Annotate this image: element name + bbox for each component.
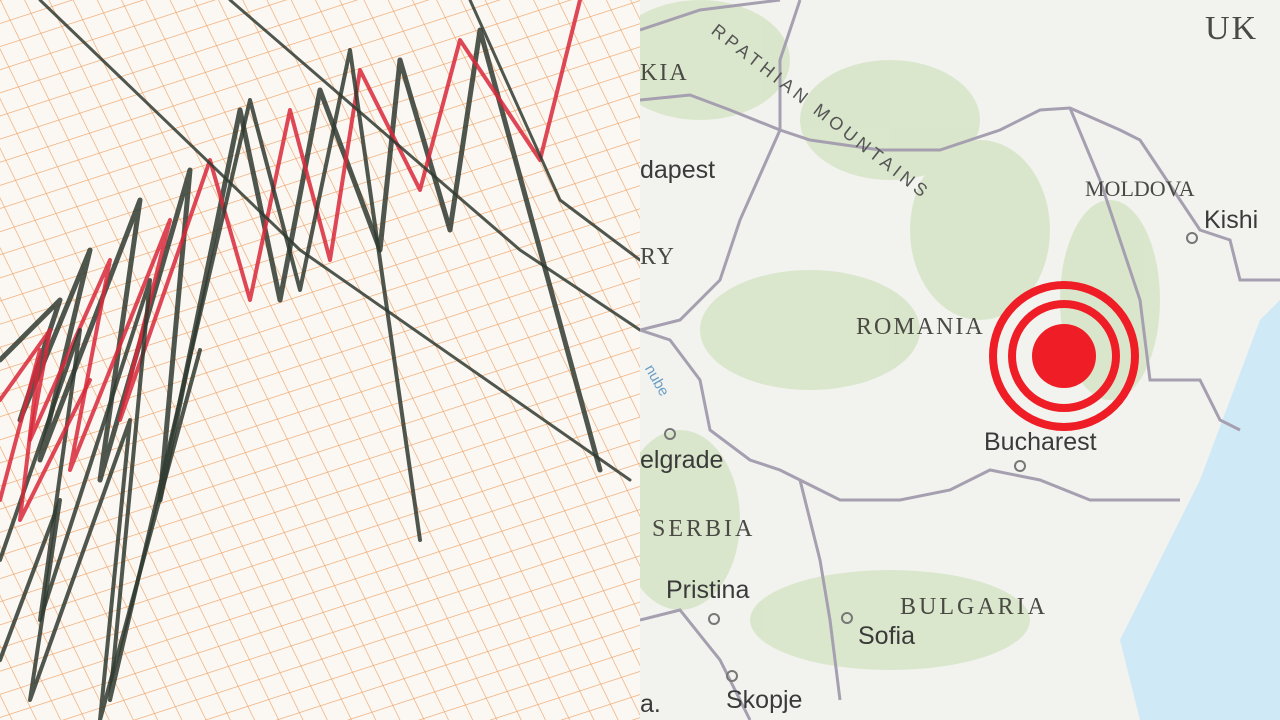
seismic-trace [468,0,640,262]
seismic-trace [0,348,92,522]
grid-paper [0,0,640,720]
seismic-trace [38,0,632,482]
label-skopje: Skopje [726,686,803,714]
black-sea [1120,300,1280,720]
map-panel: RPATHIAN MOUNTAINS KIA dapest RY UK MOLD… [640,0,1280,720]
seismic-trace [0,0,582,472]
label-edge-fragment: a. [640,690,661,718]
label-moldova: MOLDOVA [1085,176,1195,201]
map-graphic [640,0,1280,720]
seismic-trace [0,348,202,720]
city-markers [664,232,1198,682]
label-kishinev: Kishi [1204,206,1259,234]
epicenter-marker [989,281,1139,431]
label-bucharest: Bucharest [984,428,1097,456]
label-bulgaria: BULGARIA [900,594,1048,620]
label-sofia: Sofia [858,622,915,650]
label-ukraine: UK [1205,10,1259,47]
label-serbia: SERBIA [652,516,756,542]
country-borders [640,0,1280,720]
label-slovakia: KIA [640,60,689,86]
seismogram-graphic [0,0,640,720]
label-belgrade: elgrade [640,446,724,474]
label-romania: ROMANIA [856,314,985,340]
seismogram-photo [0,0,640,720]
label-hungary: RY [640,244,677,270]
label-budapest: dapest [640,156,716,184]
label-pristina: Pristina [666,576,750,604]
seismic-trace [228,0,640,332]
